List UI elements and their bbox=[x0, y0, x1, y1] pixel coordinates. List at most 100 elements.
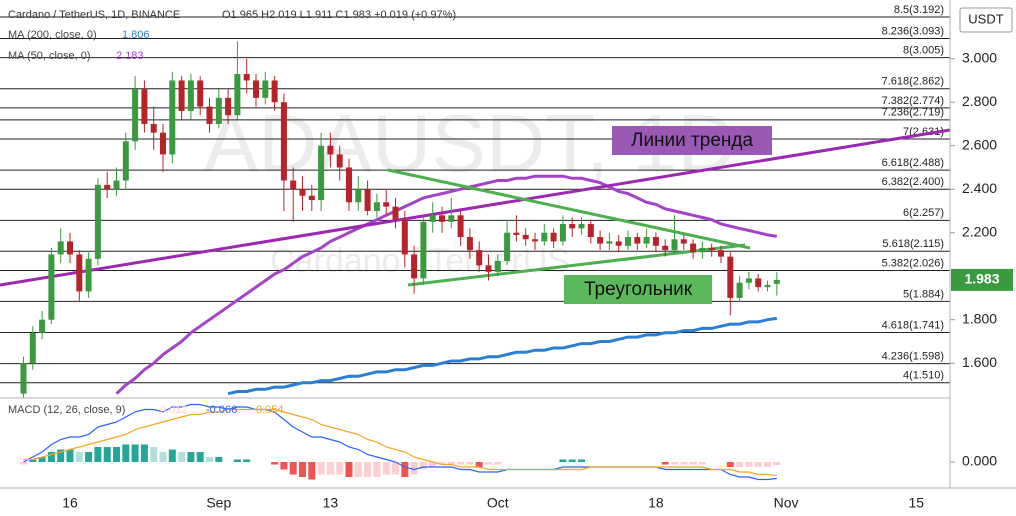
macd-bar bbox=[178, 452, 186, 462]
currency-box[interactable] bbox=[959, 7, 1013, 33]
candle-body bbox=[67, 241, 73, 255]
trend-line bbox=[0, 128, 951, 287]
x-tick-label: Sep bbox=[206, 495, 231, 511]
macd-bar bbox=[131, 444, 139, 462]
watermark-name: Cardano / TetherUS bbox=[270, 242, 570, 280]
macd-bar bbox=[345, 462, 353, 477]
candle-body bbox=[187, 80, 194, 111]
candle-body bbox=[178, 80, 185, 111]
macd-bar bbox=[419, 462, 427, 470]
chart-title: Cardano / TetherUS, 1D, BINANCE bbox=[8, 9, 180, 21]
candle-body bbox=[485, 265, 492, 272]
candle-body bbox=[94, 184, 101, 259]
macd-bar bbox=[354, 462, 362, 477]
ma-legend-name: MA (50, close, 0) bbox=[8, 50, 91, 62]
triangle-lower bbox=[407, 243, 746, 287]
candle-body bbox=[308, 195, 315, 201]
macd-bar bbox=[336, 462, 344, 475]
level-label: 8.5(3.192) bbox=[894, 4, 944, 16]
annotation-text: Треугольник bbox=[584, 279, 693, 300]
candle-body bbox=[578, 224, 585, 229]
level-label: 4.236(1.598) bbox=[882, 351, 944, 363]
candle-body bbox=[466, 237, 473, 251]
macd-bar bbox=[196, 452, 204, 462]
annotation-box bbox=[564, 275, 712, 304]
candle-body bbox=[373, 202, 380, 211]
candle-body bbox=[457, 215, 464, 238]
macd-bar bbox=[206, 457, 213, 462]
level-label: 4(1.510) bbox=[903, 370, 944, 382]
macd-bar bbox=[698, 462, 706, 465]
candle-body bbox=[448, 215, 455, 222]
candle-body bbox=[318, 145, 325, 201]
macd-bar bbox=[429, 462, 437, 467]
macd-bar bbox=[187, 452, 195, 462]
candle-body bbox=[327, 145, 334, 155]
candle-body bbox=[559, 224, 566, 242]
macd-bar bbox=[168, 449, 176, 462]
macd-bar bbox=[75, 452, 83, 462]
candle-body bbox=[504, 232, 511, 261]
candle-body bbox=[541, 232, 548, 242]
x-tick-label: Nov bbox=[774, 495, 799, 511]
candle-body bbox=[39, 319, 46, 333]
candle-body bbox=[569, 224, 576, 229]
candle-body bbox=[699, 247, 706, 253]
candle-body bbox=[141, 89, 148, 124]
candle-body bbox=[606, 241, 613, 244]
macd-bar bbox=[494, 462, 502, 465]
candle-body bbox=[346, 167, 352, 203]
candle-body bbox=[615, 241, 622, 246]
macd-legend-value: 0.012 bbox=[160, 404, 188, 416]
indicator-line bbox=[23, 403, 777, 481]
macd-bar bbox=[271, 462, 279, 465]
macd-bar bbox=[457, 462, 465, 465]
candle-body bbox=[587, 224, 594, 238]
candle-body bbox=[234, 73, 241, 116]
level-label: 8.236(3.093) bbox=[882, 25, 944, 37]
macd-bar bbox=[364, 462, 372, 477]
macd-bar bbox=[475, 462, 483, 467]
y-tick-label: 2.400 bbox=[962, 180, 997, 196]
level-label: 4.618(1.741) bbox=[882, 319, 944, 331]
candle-body bbox=[290, 180, 297, 190]
candle-body bbox=[29, 332, 36, 364]
candle-body bbox=[625, 237, 631, 246]
macd-bar bbox=[57, 449, 65, 462]
macd-bar bbox=[438, 462, 446, 465]
candle-body bbox=[532, 239, 538, 242]
level-label: 6.618(2.488) bbox=[882, 157, 944, 169]
candle-body bbox=[680, 239, 687, 244]
level-label: 5.382(2.026) bbox=[882, 257, 944, 269]
macd-bar bbox=[113, 447, 120, 462]
candle-body bbox=[522, 234, 529, 240]
level-label: 7.236(2.719) bbox=[882, 107, 944, 119]
candle-body bbox=[597, 237, 604, 244]
candle-body bbox=[411, 254, 418, 279]
macd-bar bbox=[243, 459, 251, 462]
macd-bar bbox=[410, 462, 418, 475]
level-label: 7.382(2.774) bbox=[882, 95, 944, 107]
x-tick-label: 16 bbox=[62, 495, 78, 511]
macd-bar bbox=[308, 462, 316, 480]
macd-bar bbox=[392, 462, 399, 475]
macd-bar bbox=[559, 459, 567, 462]
candle-body bbox=[150, 123, 157, 133]
candle-body bbox=[401, 219, 408, 255]
candle-body bbox=[197, 80, 204, 107]
y-tick-label: 1.800 bbox=[962, 310, 997, 326]
currency-label[interactable]: USDT bbox=[968, 11, 1003, 26]
macd-bar bbox=[317, 462, 325, 475]
y-tick-label: 1.600 bbox=[962, 354, 997, 370]
indicator-line bbox=[115, 174, 778, 395]
macd-bar bbox=[38, 457, 46, 462]
candle-body bbox=[764, 284, 771, 288]
macd-bar bbox=[373, 462, 381, 477]
last-price-label: 1.983 bbox=[964, 271, 999, 287]
candle-body bbox=[225, 97, 232, 116]
macd-bar bbox=[754, 462, 762, 467]
macd-bar bbox=[466, 462, 474, 465]
macd-bar bbox=[401, 462, 409, 477]
macd-bar bbox=[103, 447, 111, 462]
